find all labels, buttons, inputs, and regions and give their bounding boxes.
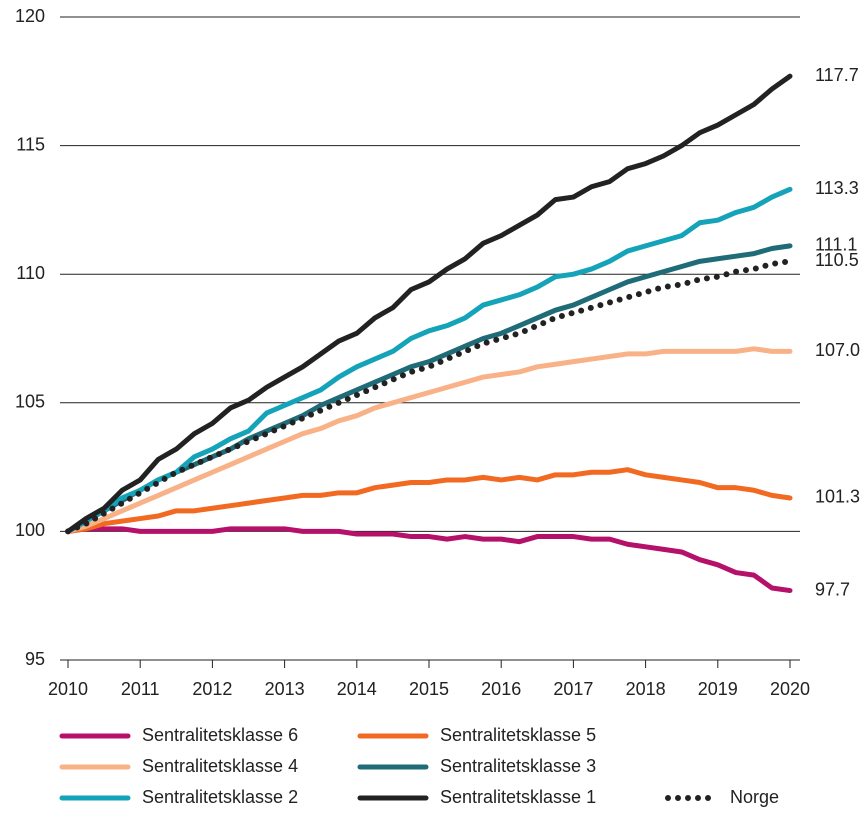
end-label: 111.1 [815,235,857,255]
x-tick-label: 2019 [698,679,738,699]
series-line [65,258,793,535]
y-tick-label: 100 [15,520,45,540]
series-line [65,186,793,534]
legend-label: Sentralitetsklasse 4 [142,756,298,776]
legend-label: Sentralitetsklasse 6 [142,725,298,745]
x-tick-label: 2017 [553,679,593,699]
x-tick-label: 2010 [48,679,88,699]
end-label: 101.3 [815,487,860,507]
x-tick-label: 2014 [337,679,377,699]
series-line [65,467,793,534]
series-line [65,73,793,534]
legend-label: Sentralitetsklasse 2 [142,787,298,807]
x-tick-label: 2020 [770,679,810,699]
x-tick-label: 2011 [121,679,160,699]
y-tick-label: 115 [16,134,45,154]
y-tick-label: 95 [25,649,45,669]
legend-label: Sentralitetsklasse 3 [440,756,596,776]
end-label: 110.5 [815,250,859,270]
end-label: 117.7 [815,65,859,85]
y-tick-label: 120 [15,6,45,26]
x-tick-label: 2015 [409,679,449,699]
end-label: 97.7 [815,579,850,599]
y-tick-label: 105 [15,392,45,412]
x-tick-label: 2018 [626,679,666,699]
y-tick-label: 110 [16,263,45,283]
x-tick-label: 2013 [265,679,305,699]
series-line [65,526,793,594]
legend-label: Sentralitetsklasse 5 [440,725,596,745]
legend-label: Sentralitetsklasse 1 [440,787,596,807]
x-tick-label: 2012 [192,679,232,699]
series-line [65,346,793,534]
x-tick-label: 2016 [481,679,521,699]
end-label: 113.3 [815,178,859,198]
end-label: 107.0 [815,340,860,360]
series-line [65,243,793,534]
legend-label: Norge [730,787,779,807]
